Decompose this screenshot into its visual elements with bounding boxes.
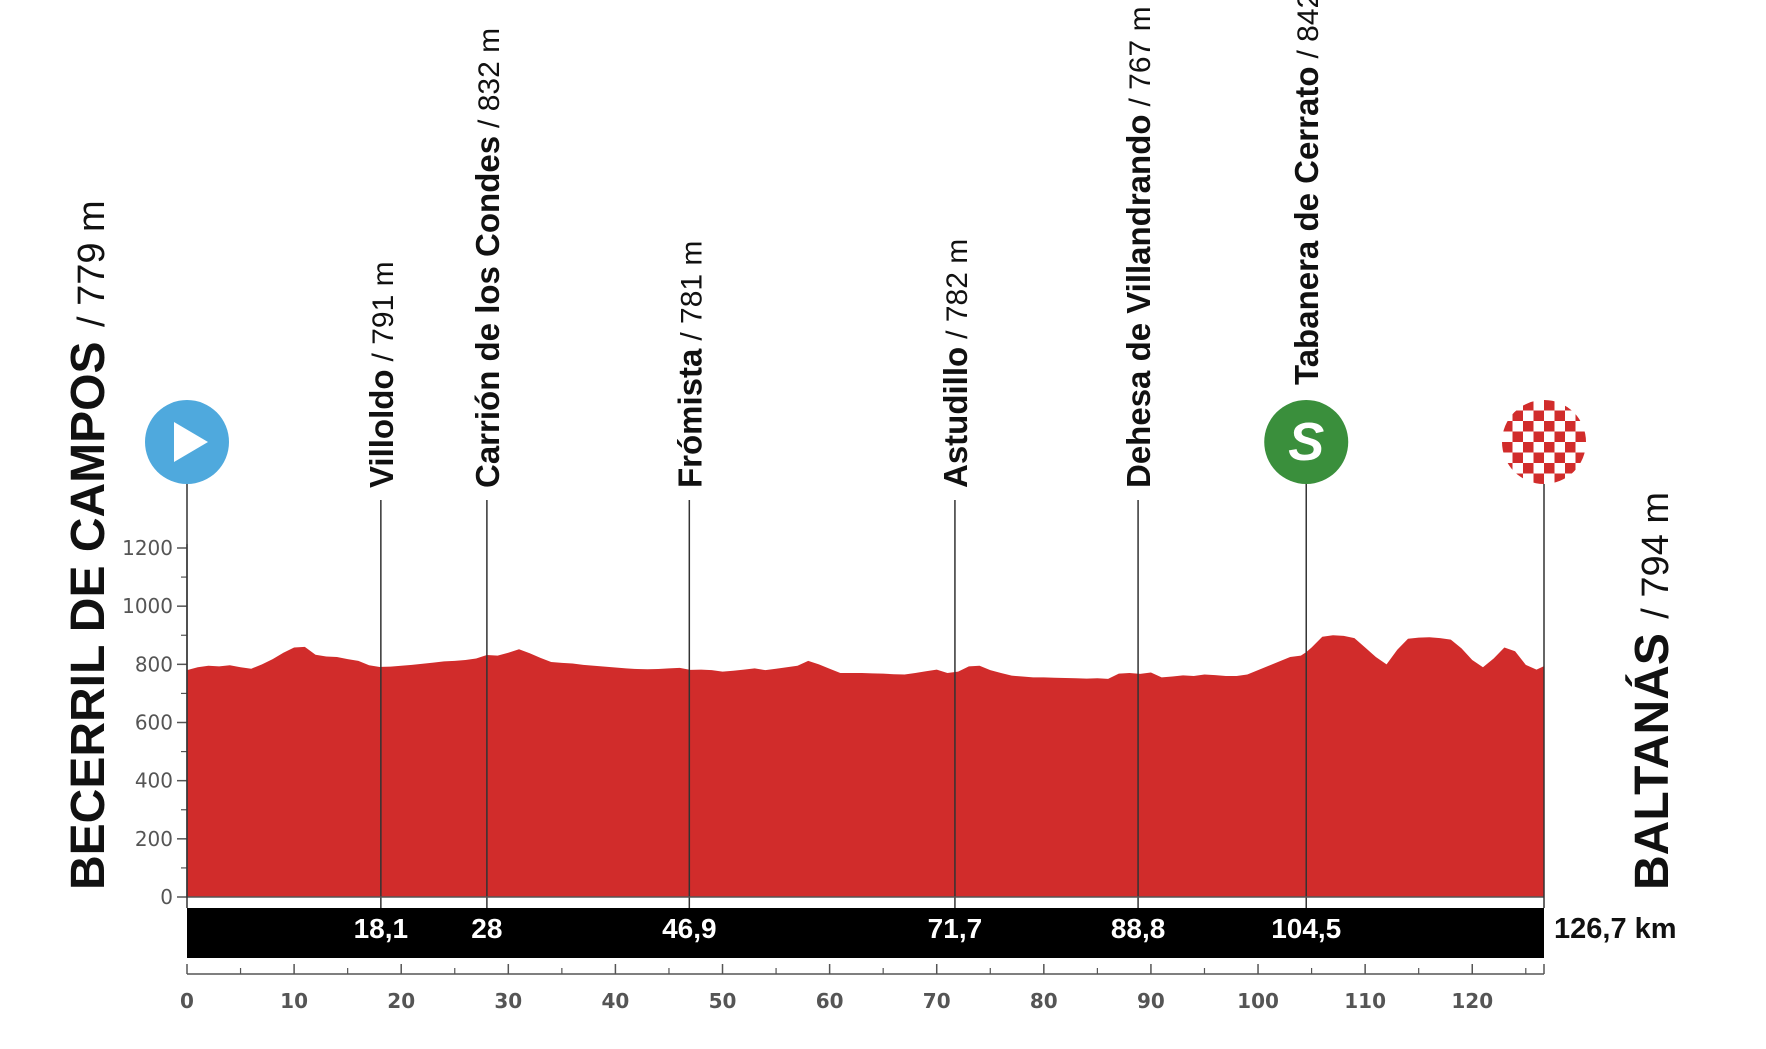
start-label: BECERRIL DE CAMPOS / 779 m [62,200,115,890]
sprint-letter: S [1288,412,1324,472]
waypoint-label: Dehesa de Villandrando / 767 m [1120,6,1157,488]
x-tick-label: 60 [816,989,844,1013]
y-axis: 1200 1000 800 600 400 200 0 [122,536,188,909]
y-tick-label: 1200 [122,536,173,560]
x-tick-label: 70 [923,989,951,1013]
waypoint-altitude: / 781 m [675,241,708,341]
finish-name: BALTANÁS [1625,633,1679,890]
elevation-profile-area [187,635,1544,897]
play-icon [174,422,208,462]
waypoint-km-label: 88,8 [1111,913,1166,944]
start-name: BECERRIL DE CAMPOS [62,341,115,890]
waypoint-label: Frómista / 781 m [671,241,708,488]
waypoint-km-label: 71,7 [928,913,983,944]
y-tick-label: 600 [135,711,173,735]
x-tick-label: 0 [180,989,194,1013]
waypoint-altitude: / 791 m [367,261,400,361]
waypoint-label: Tabanera de Cerrato / 842 m [1288,0,1325,385]
waypoint-name: Carrión de los Condes [469,136,506,488]
x-tick-label: 80 [1030,989,1058,1013]
x-tick-label: 40 [601,989,629,1013]
x-axis: 0 10 20 30 40 50 60 70 80 90 100 110 120 [180,964,1545,1013]
waypoint-name: Astudillo [937,347,974,488]
x-tick-label: 10 [280,989,308,1013]
sprint-circle [1264,400,1349,484]
waypoint-name: Tabanera de Cerrato [1288,67,1325,386]
waypoint-km-label: 104,5 [1271,913,1341,944]
waypoint-altitude: / 767 m [1124,6,1157,106]
x-tick-label: 120 [1451,989,1493,1013]
x-tick-label: 30 [494,989,522,1013]
x-tick-label: 20 [387,989,415,1013]
waypoint-name: Dehesa de Villandrando [1120,114,1157,488]
y-tick-label: 400 [135,769,173,793]
waypoint-label: Villoldo / 791 m [363,261,400,488]
y-tick-label: 800 [135,652,173,676]
waypoint-label: Astudillo / 782 m [937,239,974,488]
waypoint-name: Villoldo [363,369,400,488]
finish-altitude: / 794 m [1635,492,1677,619]
x-tick-label: 100 [1237,989,1279,1013]
x-tick-label: 90 [1137,989,1165,1013]
waypoint-altitude: / 782 m [941,239,974,339]
waypoint-km-label: 28 [471,913,502,944]
total-distance-label: 126,7 km [1554,913,1677,945]
waypoint-altitude: / 842 m [1292,0,1325,59]
waypoint-km-label: 46,9 [662,913,717,944]
checkered-flag-icon [1502,400,1586,484]
y-tick-label: 1000 [122,594,173,618]
start-altitude: / 779 m [71,200,113,327]
waypoints: Villoldo / 791 m Carrión de los Condes / 83… [363,0,1349,908]
y-tick-label: 0 [160,885,173,909]
y-tick-label: 200 [135,827,173,851]
waypoint-altitude: / 832 m [473,28,506,128]
sprint-icon: S [1264,400,1349,484]
km-labels: 18,1 28 46,9 71,7 88,8 104,5 [354,913,1342,944]
x-tick-label: 110 [1344,989,1386,1013]
finish-label: BALTANÁS / 794 m [1625,492,1679,890]
x-tick-label: 50 [709,989,737,1013]
start-marker [145,400,229,908]
km-bar [187,908,1544,958]
waypoint-name: Frómista [671,348,708,488]
waypoint-km-label: 18,1 [354,913,409,944]
waypoint-label: Carrión de los Condes / 832 m [469,28,506,488]
